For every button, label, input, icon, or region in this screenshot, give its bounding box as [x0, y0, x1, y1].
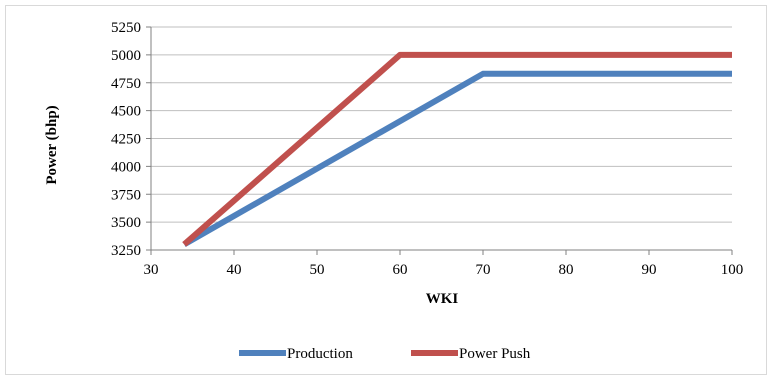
x-tick-label: 100 — [721, 262, 744, 278]
x-tick-label: 40 — [227, 262, 242, 278]
legend-label: Power Push — [459, 346, 531, 362]
y-tick-label: 3750 — [111, 187, 141, 203]
series-line-power-push — [182, 51, 732, 247]
y-tick-label: 4500 — [111, 104, 141, 120]
x-tick-label: 50 — [310, 262, 325, 278]
x-axis-title: WKI — [426, 291, 459, 307]
y-axis-title: Power (bhp) — [44, 105, 60, 184]
y-tick-label: 4250 — [111, 132, 141, 148]
y-tick-label: 4000 — [111, 159, 141, 175]
y-tick-label: 3250 — [111, 243, 141, 259]
x-tick-label: 90 — [642, 262, 657, 278]
series-line-production — [182, 70, 732, 248]
x-tick-label: 30 — [144, 262, 159, 278]
y-tick-label: 3500 — [111, 215, 141, 231]
legend: Production Power Push — [239, 346, 531, 362]
x-tick-label: 70 — [476, 262, 491, 278]
y-tick-label: 4750 — [111, 76, 141, 92]
legend-label: Production — [287, 346, 353, 362]
y-tick-label: 5000 — [111, 48, 141, 64]
y-tick-label: 5250 — [111, 20, 141, 36]
x-tick-label: 60 — [393, 262, 408, 278]
x-tick-label: 80 — [559, 262, 574, 278]
